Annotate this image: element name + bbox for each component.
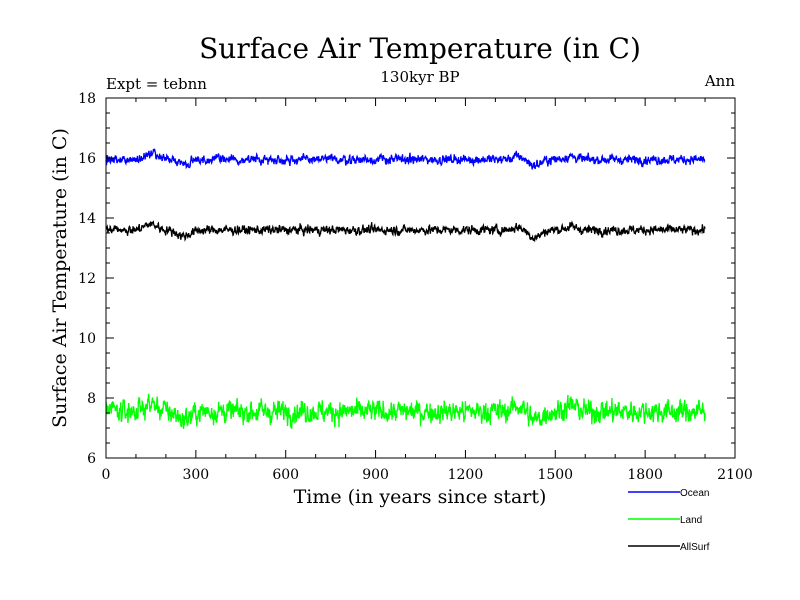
legend-label-ocean: Ocean — [680, 488, 709, 499]
x-tick-label: 0 — [102, 467, 111, 483]
y-tick-label: 14 — [78, 211, 96, 227]
y-tick-label: 18 — [78, 91, 96, 107]
x-tick-label: 300 — [182, 467, 209, 483]
ticks-layer — [105, 97, 736, 459]
experiment-label: Expt = tebnn — [106, 75, 207, 93]
series-line-allsurf — [105, 220, 706, 243]
series-line-ocean — [105, 148, 706, 170]
y-tick-label: 16 — [78, 151, 96, 167]
chart-title: Surface Air Temperature (in C) — [199, 32, 641, 65]
y-tick-label: 6 — [87, 451, 96, 467]
y-axis-label: Surface Air Temperature (in C) — [49, 128, 71, 428]
x-tick-label: 600 — [272, 467, 299, 483]
x-axis-label: Time (in years since start) — [294, 486, 547, 508]
series-line-land — [105, 393, 706, 430]
x-tick-label: 1800 — [627, 467, 663, 483]
x-tick-label: 2100 — [717, 467, 753, 483]
x-tick-labels: 0 300 600 900 1200 1500 1800 2100 — [102, 467, 753, 483]
y-tick-label: 8 — [87, 391, 96, 407]
y-tick-label: 10 — [78, 331, 96, 347]
period-label: Ann — [704, 72, 735, 90]
x-tick-label: 1500 — [537, 467, 573, 483]
legend-label-land: Land — [680, 515, 702, 526]
legend-label-allsurf: AllSurf — [680, 542, 710, 553]
chart-subtitle: 130kyr BP — [380, 68, 459, 86]
x-tick-label: 1200 — [448, 467, 484, 483]
y-tick-label: 12 — [78, 271, 96, 287]
plot-frame — [105, 97, 736, 459]
x-tick-label: 900 — [362, 467, 389, 483]
y-tick-labels: 6 8 10 12 14 16 18 — [78, 91, 96, 467]
legend: Ocean Land AllSurf — [628, 488, 710, 553]
series-layer — [105, 148, 706, 430]
